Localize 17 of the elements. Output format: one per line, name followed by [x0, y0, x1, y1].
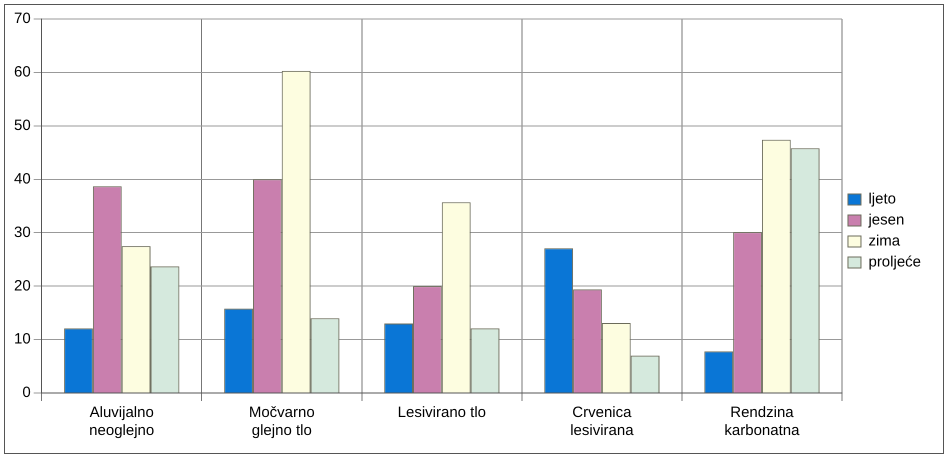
y-tick-label: 30 [14, 224, 31, 241]
y-tick-label: 10 [14, 330, 31, 348]
legend-label: ljeto [868, 190, 896, 208]
legend-label: proljeće [868, 254, 921, 271]
y-tick-label: 0 [22, 384, 31, 402]
legend-label: zima [868, 232, 901, 250]
y-tick-label: 50 [14, 117, 31, 134]
x-tick-label: Rendzina karbonatna [724, 404, 800, 440]
x-tick-label: Crvenica lesivirana [570, 404, 634, 440]
y-tick-label: 20 [14, 277, 31, 294]
legend-label: jesen [867, 212, 904, 229]
x-tick-label: Lesivirano tlo [398, 404, 486, 422]
x-tick-label: Močvarno glejno tlo [248, 404, 315, 440]
y-tick-label: 60 [14, 64, 31, 81]
y-tick-label: 40 [14, 170, 31, 188]
y-tick-label: 70 [14, 10, 31, 28]
x-tick-label: Aluvijalno neoglejno [89, 404, 154, 440]
